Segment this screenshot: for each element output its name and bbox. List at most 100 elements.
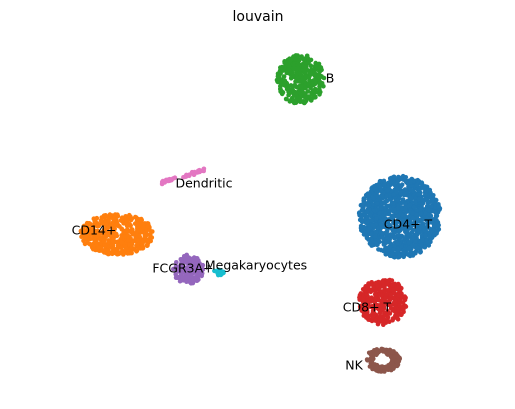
data-point xyxy=(397,303,403,308)
data-point xyxy=(302,91,308,96)
data-point xyxy=(406,245,412,251)
data-point xyxy=(385,187,391,193)
data-point xyxy=(414,182,419,188)
data-point xyxy=(194,257,200,262)
data-point xyxy=(357,304,363,309)
data-point xyxy=(425,187,431,192)
data-point xyxy=(175,275,181,281)
data-point xyxy=(392,182,397,188)
data-point xyxy=(112,215,118,220)
data-point xyxy=(91,244,96,250)
cluster-labels-layer: B CD4+ T CD14+ Dendritic FCGR3A+Megakaryocyt… xyxy=(72,71,433,373)
data-point xyxy=(414,232,420,238)
data-point xyxy=(378,369,384,374)
data-point xyxy=(295,96,301,101)
data-point xyxy=(388,354,394,360)
data-point xyxy=(183,257,189,263)
data-point xyxy=(361,201,366,207)
data-point xyxy=(298,84,304,90)
data-point xyxy=(395,205,401,211)
data-point xyxy=(427,233,433,239)
data-point xyxy=(113,231,119,237)
data-point xyxy=(178,257,184,262)
data-point xyxy=(117,250,122,256)
data-point xyxy=(378,313,383,319)
data-point xyxy=(84,232,90,237)
data-point xyxy=(317,87,322,92)
data-point xyxy=(395,240,400,246)
data-point xyxy=(378,222,384,227)
data-point xyxy=(367,212,373,218)
data-point xyxy=(433,209,438,215)
data-point xyxy=(287,58,292,64)
data-point xyxy=(82,241,88,247)
data-point xyxy=(402,236,408,241)
data-point xyxy=(296,89,302,95)
data-point xyxy=(366,289,372,294)
data-point xyxy=(311,78,317,83)
data-point xyxy=(423,233,429,239)
data-point xyxy=(306,81,311,87)
data-point xyxy=(415,245,421,251)
data-point xyxy=(123,246,129,251)
data-point xyxy=(411,204,417,210)
data-point xyxy=(302,99,308,105)
cluster-nk-points xyxy=(364,346,403,374)
data-point xyxy=(425,240,431,246)
data-point xyxy=(365,301,370,307)
data-point xyxy=(291,66,297,71)
data-point xyxy=(413,239,418,244)
data-point xyxy=(374,201,380,206)
data-point xyxy=(383,230,389,235)
data-point xyxy=(417,219,423,224)
data-point xyxy=(422,244,428,250)
data-point xyxy=(429,228,435,233)
data-point xyxy=(363,220,369,225)
data-point xyxy=(373,302,379,308)
data-point xyxy=(135,224,140,230)
data-point xyxy=(384,239,390,244)
data-point xyxy=(119,215,125,220)
data-point xyxy=(401,249,407,255)
data-point xyxy=(394,363,400,369)
data-point xyxy=(189,273,194,279)
data-point xyxy=(321,75,327,81)
data-point xyxy=(145,238,150,243)
data-point xyxy=(278,87,283,93)
data-point xyxy=(308,71,314,77)
data-point xyxy=(366,313,371,319)
data-point xyxy=(402,192,407,197)
data-point xyxy=(366,203,372,208)
data-point xyxy=(408,179,414,185)
data-point xyxy=(381,283,387,288)
data-point xyxy=(303,74,308,80)
data-point xyxy=(279,65,284,71)
data-point xyxy=(293,100,299,105)
data-point xyxy=(313,63,319,68)
data-point xyxy=(298,71,303,76)
data-point xyxy=(125,251,130,256)
data-point xyxy=(357,295,362,300)
data-point xyxy=(281,74,287,79)
data-point xyxy=(103,233,108,238)
data-point xyxy=(403,206,408,212)
data-point xyxy=(368,356,374,361)
data-point xyxy=(106,239,111,245)
data-point xyxy=(199,271,205,276)
data-point xyxy=(113,222,119,228)
data-point xyxy=(410,215,416,221)
data-point xyxy=(275,71,281,76)
data-point xyxy=(124,228,129,233)
data-point xyxy=(96,223,101,229)
data-point xyxy=(386,208,391,213)
data-point xyxy=(385,248,391,254)
data-point xyxy=(430,197,436,203)
data-point xyxy=(392,235,398,241)
data-point xyxy=(212,268,217,274)
data-point xyxy=(399,206,404,211)
data-point xyxy=(184,279,189,285)
data-point xyxy=(360,297,366,302)
data-point xyxy=(384,220,390,225)
data-point xyxy=(380,213,386,219)
